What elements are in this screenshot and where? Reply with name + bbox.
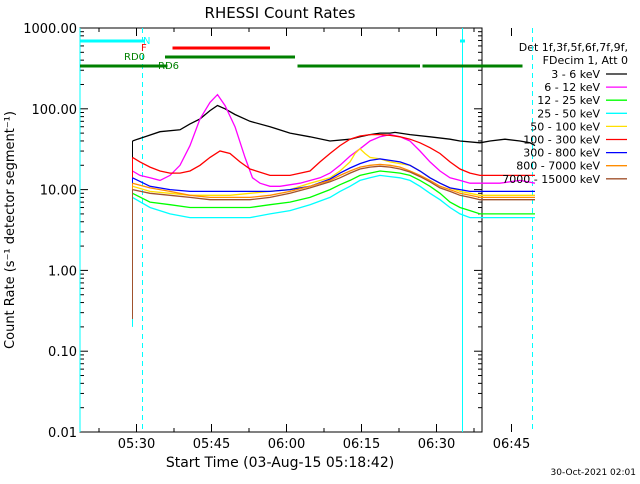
series-line-2: [132, 170, 535, 215]
y-tick-label: 0.01: [48, 426, 77, 441]
series-line-3: [132, 174, 535, 219]
legend-entry-label: 12 - 25 keV: [537, 94, 600, 107]
legend-entry-label: 300 - 800 keV: [523, 147, 600, 160]
y-axis-label: Count Rate (s⁻¹ detector segment⁻¹): [3, 111, 18, 349]
series-line-7: [132, 163, 535, 199]
x-axis-label: Start Time (03-Aug-15 05:18:42): [166, 455, 394, 471]
series-line-4: [132, 147, 535, 196]
series-line-5: [132, 133, 535, 177]
y-tick-label: 1000.00: [23, 22, 77, 37]
legend-entry-label: 25 - 50 keV: [537, 107, 600, 120]
x-tick-label: 06:45: [493, 437, 530, 452]
flag-label-n: N: [143, 36, 150, 47]
chart-title: RHESSI Count Rates: [205, 4, 356, 22]
x-tick-label: 05:45: [193, 437, 230, 452]
legend-entry-label: 100 - 300 keV: [523, 134, 600, 147]
x-tick-label: 06:30: [418, 437, 455, 452]
plot-frame: [79, 27, 483, 433]
plot-area: 0.01 0.10 1.00 10.00 100.00 1000.00 05:30 05:45…: [23, 22, 627, 452]
legend-entry-label: 6 - 12 keV: [544, 81, 600, 94]
y-tick-label: 10.00: [40, 184, 77, 199]
flag-label-f: F: [141, 43, 147, 54]
y-tick-label: 0.10: [48, 345, 77, 360]
series-line-6: [132, 158, 535, 193]
y-tick-label: 100.00: [32, 103, 78, 118]
x-tick-label: 05:30: [118, 437, 155, 452]
legend-header-line-1: Det 1f,3f,5f,6f,7f,9f,: [519, 41, 628, 54]
legend-entry-label: 3 - 6 keV: [551, 68, 600, 81]
legend-entry-label: 50 - 100 keV: [530, 120, 600, 133]
legend-entry-label: 7000 - 15000 keV: [502, 173, 600, 186]
x-tick-label: 06:00: [268, 437, 305, 452]
y-tick-label: 1.00: [48, 264, 77, 279]
legend-header-line-2: FDecim 1, Att 0: [543, 54, 628, 67]
series-line-1: [132, 93, 536, 187]
flag-label-rd6: RD6: [158, 61, 179, 72]
series-line-8: [132, 165, 535, 201]
footer-date: 30-Oct-2021 02:01: [551, 468, 636, 478]
flag-label-rd0: RD0: [124, 52, 145, 63]
legend-entry-label: 800 - 7000 keV: [516, 160, 600, 173]
x-tick-label: 06:15: [343, 437, 380, 452]
